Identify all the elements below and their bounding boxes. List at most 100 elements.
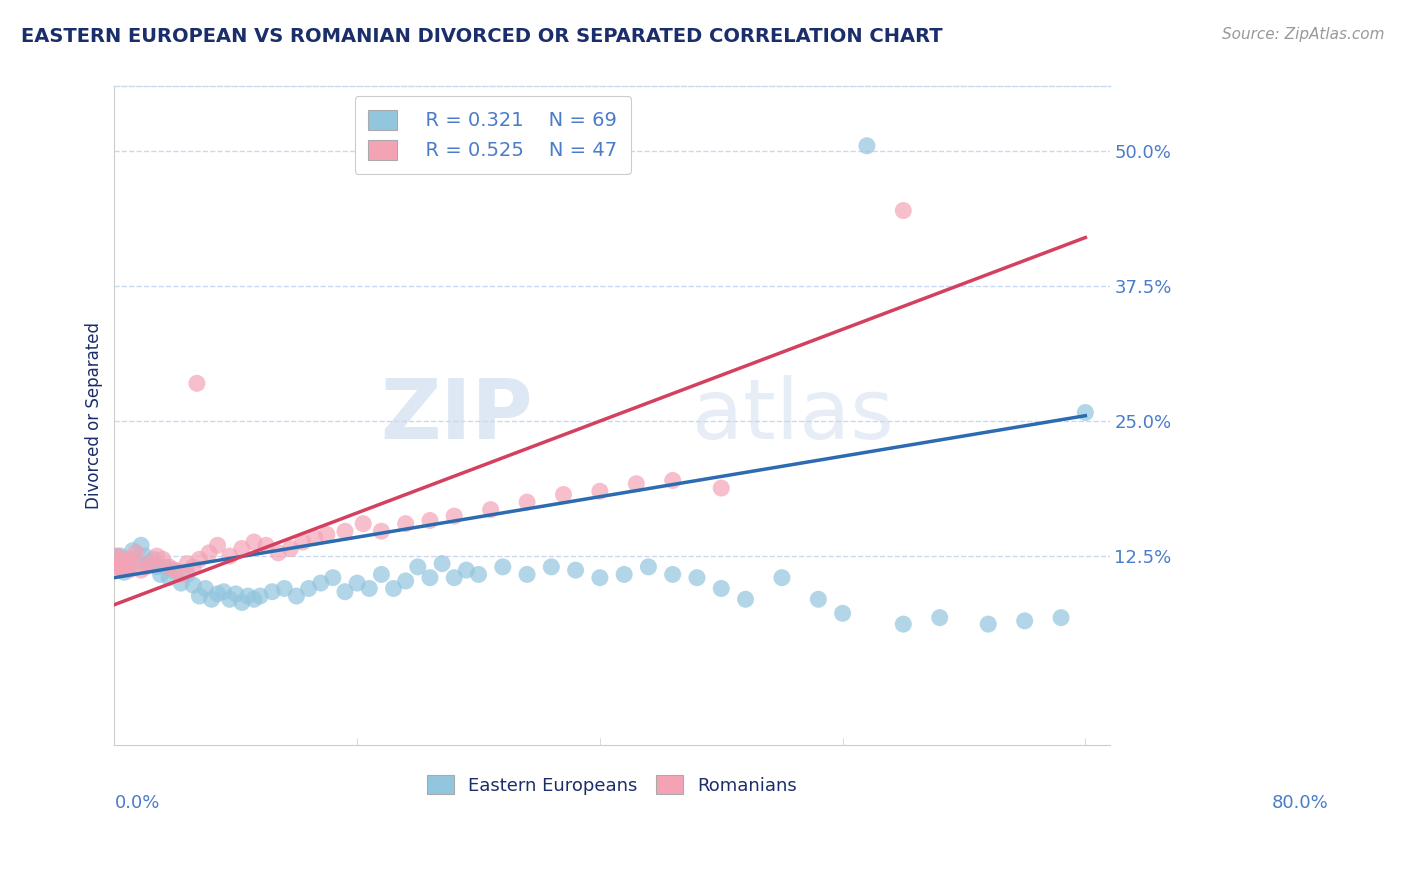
Point xyxy=(129,563,152,577)
Point xyxy=(285,589,308,603)
Point xyxy=(212,584,235,599)
Point xyxy=(138,557,160,571)
Point xyxy=(395,516,418,531)
Point xyxy=(218,592,240,607)
Point xyxy=(142,552,165,566)
Point xyxy=(108,557,131,571)
Point xyxy=(107,549,129,563)
Point xyxy=(181,560,204,574)
Point xyxy=(856,138,879,153)
Point xyxy=(419,513,441,527)
Point xyxy=(553,487,575,501)
Point xyxy=(146,560,169,574)
Point xyxy=(115,557,138,571)
Point xyxy=(516,567,538,582)
Point xyxy=(734,592,756,607)
Point xyxy=(149,567,172,582)
Point xyxy=(382,582,405,596)
Point xyxy=(928,610,950,624)
Legend: Eastern Europeans, Romanians: Eastern Europeans, Romanians xyxy=(419,768,804,802)
Point xyxy=(236,589,259,603)
Point xyxy=(770,571,793,585)
Point xyxy=(188,552,211,566)
Point xyxy=(637,560,659,574)
Point xyxy=(231,595,253,609)
Point xyxy=(280,541,302,556)
Point xyxy=(111,552,134,566)
Point xyxy=(891,617,914,632)
Point xyxy=(170,567,193,582)
Point xyxy=(157,571,180,585)
Text: 0.0%: 0.0% xyxy=(114,795,160,813)
Point xyxy=(267,546,290,560)
Point xyxy=(231,541,253,556)
Point xyxy=(333,524,356,539)
Point xyxy=(661,567,683,582)
Point xyxy=(479,502,502,516)
Point xyxy=(516,495,538,509)
Y-axis label: Divorced or Separated: Divorced or Separated xyxy=(86,322,103,509)
Point xyxy=(395,574,418,588)
Point xyxy=(346,576,368,591)
Point xyxy=(370,567,392,582)
Point xyxy=(198,546,221,560)
Point xyxy=(333,584,356,599)
Point xyxy=(225,587,247,601)
Point xyxy=(243,535,266,549)
Text: atlas: atlas xyxy=(692,376,893,456)
Point xyxy=(146,549,169,563)
Point xyxy=(114,560,136,574)
Point xyxy=(807,592,830,607)
Point xyxy=(188,589,211,603)
Point xyxy=(129,538,152,552)
Point xyxy=(218,549,240,563)
Point xyxy=(359,582,381,596)
Point xyxy=(352,516,374,531)
Point xyxy=(111,560,134,574)
Point xyxy=(589,571,612,585)
Point xyxy=(176,557,198,571)
Point xyxy=(443,571,465,585)
Point xyxy=(170,576,193,591)
Point xyxy=(243,592,266,607)
Point xyxy=(977,617,1000,632)
Point xyxy=(661,474,683,488)
Point xyxy=(207,587,229,601)
Point xyxy=(370,524,392,539)
Point xyxy=(118,560,141,574)
Point xyxy=(1074,405,1097,419)
Point xyxy=(322,571,344,585)
Point xyxy=(200,592,222,607)
Point xyxy=(710,582,733,596)
Point xyxy=(105,560,128,574)
Point xyxy=(831,607,853,621)
Point xyxy=(297,582,319,596)
Text: Source: ZipAtlas.com: Source: ZipAtlas.com xyxy=(1222,27,1385,42)
Point xyxy=(710,481,733,495)
Point xyxy=(249,589,271,603)
Point xyxy=(254,538,277,552)
Point xyxy=(107,560,129,574)
Point xyxy=(406,560,429,574)
Point xyxy=(194,582,217,596)
Point xyxy=(112,566,135,580)
Point xyxy=(304,531,326,545)
Point xyxy=(125,546,148,560)
Text: 80.0%: 80.0% xyxy=(1271,795,1329,813)
Point xyxy=(120,552,142,566)
Point xyxy=(891,203,914,218)
Point xyxy=(165,563,187,577)
Point xyxy=(262,584,284,599)
Text: EASTERN EUROPEAN VS ROMANIAN DIVORCED OR SEPARATED CORRELATION CHART: EASTERN EUROPEAN VS ROMANIAN DIVORCED OR… xyxy=(21,27,942,45)
Point xyxy=(181,578,204,592)
Point xyxy=(104,549,127,563)
Point xyxy=(1050,610,1073,624)
Point xyxy=(564,563,586,577)
Point xyxy=(430,557,453,571)
Point xyxy=(540,560,562,574)
Point xyxy=(162,563,184,577)
Point xyxy=(613,567,636,582)
Point xyxy=(110,549,132,563)
Point xyxy=(419,571,441,585)
Point xyxy=(139,557,162,571)
